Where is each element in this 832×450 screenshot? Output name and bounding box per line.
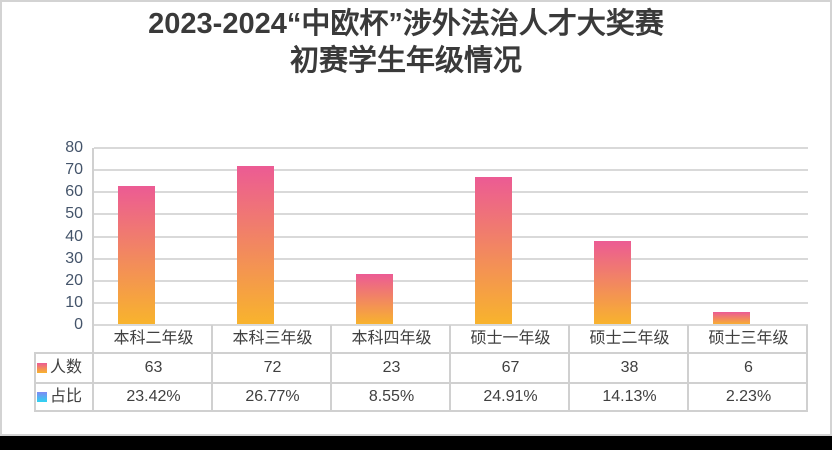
table-border-line [806,325,808,411]
gridline [94,279,808,282]
chart-title-line2: 初赛学生年级情况 [289,45,522,77]
table-value-cell: 23 [382,359,401,376]
table-category-header: 硕士二年级 [589,330,670,347]
table-border-line [34,352,808,354]
frame-border-bottom [0,434,832,436]
y-axis-tick-label: 20 [65,271,83,289]
table-value-cell: 24.91% [483,388,538,405]
gridline [94,191,808,194]
bar-4 [594,240,631,325]
gridline [94,235,808,238]
y-axis-line [92,148,94,411]
table-value-cell: 67 [501,359,520,376]
bar-0 [118,185,155,325]
legend-key-icon [37,363,47,373]
bar-3 [475,176,512,325]
table-value-cell: 14.13% [602,388,657,405]
y-axis-tick-label: 0 [74,316,83,333]
table-value-cell: 38 [620,359,639,376]
table-border-line [34,382,808,384]
table-category-header: 硕士三年级 [708,330,789,347]
chart-title-line1: 2023-2024“中欧杯”涉外法治人才大奖赛 [148,8,664,40]
y-axis-tick-label: 70 [65,161,83,179]
table-border-line [687,325,689,411]
y-axis-tick-label: 80 [65,139,83,156]
table-category-header: 本科三年级 [232,330,313,347]
gridline [94,301,808,304]
table-border-line [34,410,808,412]
bottom-black-strip [0,436,832,450]
table-value-cell: 8.55% [368,388,415,405]
y-axis-tick-label: 40 [65,227,83,245]
table-border-line [568,325,570,411]
table-value-cell: 2.23% [725,388,772,405]
table-category-header: 本科四年级 [351,330,432,347]
bar-5 [713,311,750,325]
table-row-label: 占比 [50,388,83,405]
table-value-cell: 26.77% [245,388,300,405]
y-axis-tick-label: 50 [65,205,83,223]
table-value-cell: 63 [144,359,163,376]
gridline [94,213,808,216]
table-border-line [211,325,213,411]
legend-key-icon [37,392,47,402]
bar-2 [356,274,393,325]
y-axis-tick-label: 10 [65,293,83,311]
table-value-cell: 6 [744,359,753,376]
table-border-line [34,353,36,411]
bar-1 [237,165,274,325]
gridline [94,169,808,172]
frame-border-right [830,0,832,436]
table-border-line [449,325,451,411]
y-axis-tick-label: 30 [65,249,83,267]
table-row-label: 人数 [50,359,83,376]
y-axis-tick-label: 60 [65,183,83,201]
gridline [94,257,808,260]
table-category-header: 本科二年级 [113,330,194,347]
table-value-cell: 72 [263,359,282,376]
table-border-line [330,325,332,411]
table-value-cell: 23.42% [126,388,181,405]
x-axis-line [94,324,808,326]
chart-title: 2023-2024“中欧杯”涉外法治人才大奖赛 初赛学生年级情况 [0,6,812,80]
table-category-header: 硕士一年级 [470,330,551,347]
frame-border-top [0,0,832,2]
frame-border-left [0,0,2,436]
gridline [94,147,808,149]
